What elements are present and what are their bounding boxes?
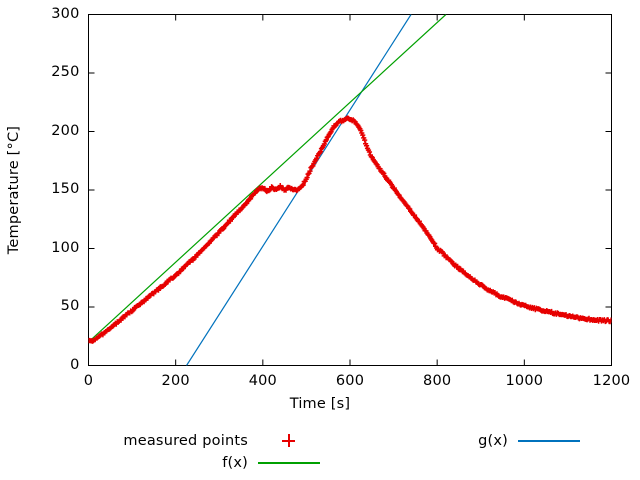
x-tick-label: 400 xyxy=(248,372,277,389)
legend: measured points f(x) g(x) xyxy=(0,428,640,480)
x-axis-title: Time [s] xyxy=(289,396,351,412)
y-tick-label: 150 xyxy=(51,181,80,197)
legend-item-fx[interactable]: f(x) xyxy=(120,454,320,472)
legend-item-measured-points[interactable]: measured points xyxy=(120,432,320,450)
legend-key-measured-points xyxy=(258,432,320,450)
legend-label-gx: g(x) xyxy=(478,433,508,449)
legend-line-gx-icon xyxy=(518,440,580,442)
legend-label-fx: f(x) xyxy=(222,455,248,471)
y-axis-title-wrap: Temperature [°C] xyxy=(0,0,28,380)
y-tick-label: 100 xyxy=(51,239,80,256)
x-tick-label: 1200 xyxy=(592,372,631,389)
legend-line-fx-icon xyxy=(258,462,320,464)
x-tick-label: 1000 xyxy=(505,372,544,389)
x-tick-label: 600 xyxy=(335,372,365,389)
x-tick-label: 800 xyxy=(423,372,452,389)
y-axis-title: Temperature [°C] xyxy=(6,125,22,255)
legend-label-measured-points: measured points xyxy=(123,433,248,449)
x-tick-label: 0 xyxy=(83,372,94,389)
legend-key-gx xyxy=(518,432,580,450)
y-axis-ticks xyxy=(88,14,612,366)
legend-key-fx xyxy=(258,454,320,472)
x-tick-label: 200 xyxy=(161,372,190,389)
plus-marker-icon xyxy=(282,434,295,447)
y-tick-label: 50 xyxy=(60,298,80,314)
y-tick-label: 200 xyxy=(51,122,80,139)
x-axis-ticks xyxy=(88,14,612,366)
legend-item-gx[interactable]: g(x) xyxy=(380,432,580,450)
y-tick-label: 300 xyxy=(51,5,80,22)
y-tick-label: 0 xyxy=(70,356,80,373)
series-fx-line xyxy=(88,14,447,343)
series-measured-points xyxy=(88,115,612,344)
y-tick-label: 250 xyxy=(51,64,80,80)
